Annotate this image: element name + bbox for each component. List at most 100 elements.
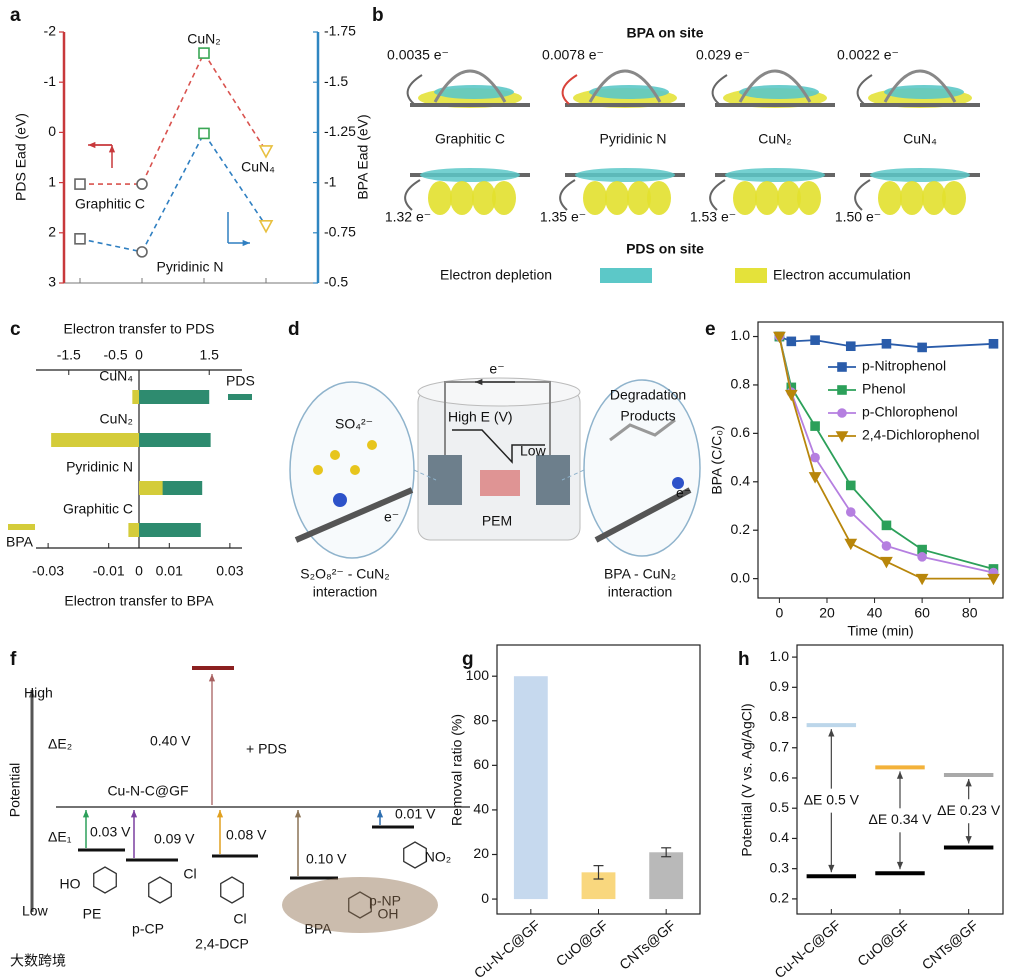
gap-label: ΔE 0.34 V — [868, 811, 932, 827]
axis-end-label: High — [24, 685, 53, 701]
y-tick-label: 0.3 — [770, 859, 790, 875]
y-tick-label: 60 — [473, 756, 489, 772]
panel-label: c — [10, 319, 21, 340]
transfer-label: 0.0078 e⁻ — [542, 47, 604, 63]
y-tick-label: -2 — [44, 23, 57, 39]
marker — [258, 145, 274, 159]
bar — [139, 523, 201, 537]
x-axis-title: Time (min) — [847, 623, 913, 639]
bar — [139, 433, 211, 447]
y-tick-label: 80 — [473, 711, 489, 727]
products-label: Products — [620, 408, 675, 424]
y-tick-label: 0.7 — [770, 738, 790, 754]
molecule-ring — [403, 841, 427, 869]
depletion — [870, 168, 970, 182]
gap-label: 0.08 V — [226, 827, 267, 843]
accumulation — [733, 181, 757, 215]
site-label: Pyridinic N — [600, 131, 667, 147]
y-tick-label: 0.9 — [770, 678, 790, 694]
molecule — [738, 69, 812, 103]
y-tick-label: 1 — [48, 173, 56, 189]
accumulation — [647, 181, 671, 215]
accumulation — [605, 181, 629, 215]
axis-end-label: Low — [22, 903, 49, 919]
panel-label: h — [738, 649, 750, 670]
gap-arrow-head — [294, 810, 302, 818]
y-axis-title: Potential (V vs. Ag/AgCl) — [739, 703, 755, 856]
accumulation — [583, 181, 607, 215]
transfer-label: 1.53 e⁻ — [690, 209, 736, 225]
electrode — [536, 455, 570, 505]
transfer-label: 0.0022 e⁻ — [837, 47, 899, 63]
group-label: Cl — [233, 911, 246, 927]
panel-label: g — [462, 649, 474, 670]
y2-tick-label: -1 — [324, 173, 337, 189]
atom — [672, 477, 684, 489]
accumulation — [900, 181, 924, 215]
baseline-label: Cu-N-C@GF — [107, 783, 188, 799]
category-label: CuN₂ — [187, 31, 220, 47]
category-label: Pyridinic N — [157, 259, 224, 275]
accumulation — [878, 181, 902, 215]
x-axis-title: Electron transfer to BPA — [64, 593, 214, 609]
legend-label: PDS — [226, 373, 255, 389]
panel-label: a — [10, 5, 21, 26]
accumulation — [777, 181, 801, 215]
marker — [198, 127, 210, 140]
atom — [333, 493, 347, 507]
products-label: Degradation — [610, 387, 686, 403]
marker — [784, 389, 798, 402]
depletion — [575, 168, 675, 182]
electron-arrow-head — [475, 378, 483, 386]
y-tick-label: 1.0 — [770, 648, 790, 664]
gap-label: 0.40 V — [150, 733, 191, 749]
atom — [313, 465, 323, 475]
x-tick-label: 60 — [914, 605, 930, 621]
marker — [917, 552, 927, 562]
marker — [881, 520, 892, 531]
accumulation — [627, 181, 651, 215]
legend-marker — [837, 408, 847, 418]
y2-axis-title: BPA Ead (eV) — [355, 114, 371, 199]
accumulation — [797, 181, 821, 215]
category-label: CuN₂ — [100, 411, 133, 427]
bar — [139, 481, 163, 495]
gap-arrow-head — [965, 778, 972, 787]
gap-arrow-head — [828, 729, 835, 737]
accumulation — [942, 181, 966, 215]
x2-tick-label: -1.5 — [57, 347, 81, 363]
legend-swatch — [8, 524, 35, 530]
x-tick-label: 20 — [819, 605, 835, 621]
y-tick-label: 40 — [473, 801, 489, 817]
gap-arrow-head — [965, 836, 972, 844]
gap-arrow-head — [82, 810, 90, 818]
legend-label: Phenol — [862, 381, 906, 397]
bar — [649, 852, 684, 900]
transfer-arrow — [404, 179, 421, 211]
marker — [844, 538, 858, 551]
gap-arrow-head — [896, 771, 904, 779]
zoom-right — [583, 379, 701, 557]
panel-label: b — [372, 5, 384, 26]
y-tick-label: 0.8 — [770, 708, 790, 724]
legend-label: BPA — [6, 534, 34, 550]
pem-label: PEM — [482, 513, 512, 529]
gap-arrow-head — [376, 810, 384, 818]
legend-swatch — [228, 394, 252, 400]
bar — [132, 390, 139, 404]
electron-label: e⁻ — [489, 361, 504, 377]
marker — [810, 335, 820, 345]
caption: S₂O₈²⁻ - CuN₂ — [300, 566, 389, 582]
molecule — [588, 69, 662, 103]
x-tick-label: 0 — [776, 605, 784, 621]
transfer-label: 0.0035 e⁻ — [387, 47, 449, 63]
y-tick-label: 0.0 — [731, 569, 751, 585]
marker — [881, 541, 892, 551]
watermark: 大数跨境 — [10, 953, 66, 969]
bar — [51, 433, 139, 447]
x-tick-label: 0.03 — [216, 563, 243, 579]
gap-label: 0.09 V — [154, 831, 195, 847]
molecule-ring — [348, 891, 372, 919]
gap-arrow-head — [896, 861, 904, 870]
marker — [786, 336, 797, 347]
